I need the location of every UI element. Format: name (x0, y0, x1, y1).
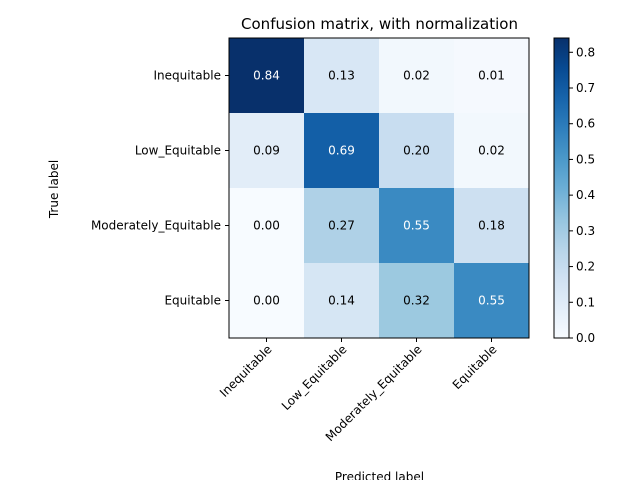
heatmap-cell-value: 0.09 (253, 144, 280, 158)
heatmap-cell (229, 263, 304, 338)
y-axis-label: True label (47, 160, 61, 219)
colorbar-tick-label: 0.0 (576, 331, 595, 345)
colorbar-tick-label: 0.5 (576, 152, 595, 166)
heatmap-cell-value: 0.84 (253, 69, 280, 83)
heatmap-cell-value: 0.20 (403, 144, 430, 158)
plot-frame (228, 37, 530, 339)
heatmap-cell (304, 38, 379, 113)
colorbar-tick-label: 0.2 (576, 260, 595, 274)
x-tick-label: Low_Equitable (279, 342, 350, 413)
heatmap-cell-value: 0.02 (403, 69, 430, 83)
heatmap-cell (229, 188, 304, 263)
x-tick-label: Inequitable (217, 342, 275, 400)
heatmap-cell (379, 263, 454, 338)
heatmap-cell (304, 188, 379, 263)
heatmap-cell (229, 38, 304, 113)
heatmap-cell-value: 0.69 (328, 144, 355, 158)
heatmap-cell-value: 0.14 (328, 294, 355, 308)
heatmap-cell-value: 0.02 (478, 144, 505, 158)
heatmap-cell-value: 0.27 (328, 219, 355, 233)
heatmap-cell-value: 0.55 (403, 219, 430, 233)
heatmap-cell-value: 0.32 (403, 294, 430, 308)
colorbar-tick-label: 0.7 (576, 81, 595, 95)
chart-title: Confusion matrix, with normalization (241, 15, 518, 33)
y-tick-label: Low_Equitable (135, 144, 221, 158)
heatmap-cell (379, 38, 454, 113)
colorbar-tick-label: 0.4 (576, 188, 595, 202)
colorbar-tick-label: 0.8 (576, 45, 595, 59)
heatmap-cell-value: 0.01 (478, 69, 505, 83)
heatmap-cell-value: 0.00 (253, 219, 280, 233)
heatmap-cell (304, 113, 379, 188)
heatmap-cell-value: 0.18 (478, 219, 505, 233)
heatmap-cell (304, 263, 379, 338)
heatmap-cell-value: 0.00 (253, 294, 280, 308)
heatmap-cell (454, 263, 529, 338)
heatmap-cells (229, 38, 529, 338)
y-tick-label: Inequitable (154, 69, 221, 83)
heatmap-cell (379, 113, 454, 188)
colorbar (554, 38, 569, 338)
heatmap-cell (454, 113, 529, 188)
colorbar-tick-label: 0.6 (576, 117, 595, 131)
heatmap-cell-value: 0.55 (478, 294, 505, 308)
colorbar-tick-label: 0.3 (576, 224, 595, 238)
colorbar-tick-label: 0.1 (576, 295, 595, 309)
heatmap-cell (229, 113, 304, 188)
heatmap-cell (379, 188, 454, 263)
colorbar-ticks: 0.0 0.1 0.2 0.3 0.4 0.5 0.6 0.7 0.8 (569, 45, 595, 345)
heatmap-cell-labels: 0.84 0.13 0.02 0.01 0.09 0.69 0.20 0.02 0.00 0.27… (253, 69, 505, 308)
x-axis-ticks: Inequitable Low_EquitableModerately_Equit… (217, 338, 500, 444)
y-axis-ticks: Inequitable Low_Equitable Moderately_Equit… (91, 69, 229, 308)
y-tick-label: Moderately_Equitable (91, 219, 221, 233)
x-tick-label: Equitable (450, 342, 500, 392)
heatmap-cell (454, 188, 529, 263)
y-tick-label: Equitable (164, 294, 221, 308)
colorbar-frame (553, 37, 570, 339)
heatmap-cell-value: 0.13 (328, 69, 355, 83)
heatmap-cell (454, 38, 529, 113)
x-axis-label: Predicted label (335, 470, 424, 480)
